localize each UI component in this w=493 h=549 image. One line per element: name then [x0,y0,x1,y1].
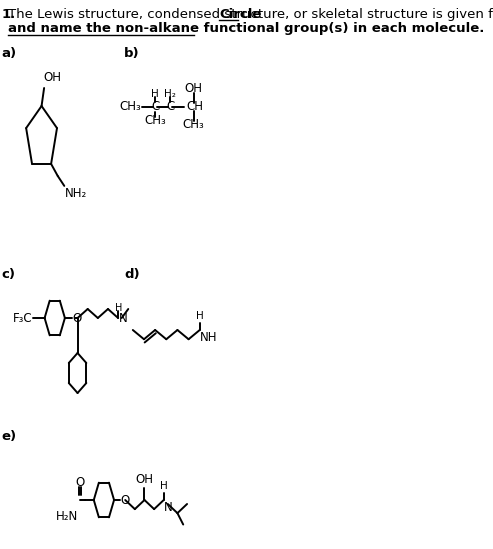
Text: Circle: Circle [219,8,261,21]
Text: d): d) [124,268,140,281]
Text: H₂: H₂ [164,89,176,99]
Text: H: H [151,89,159,99]
Text: F₃C: F₃C [13,311,33,324]
Text: OH: OH [43,71,61,84]
Text: c): c) [1,268,15,281]
Text: O: O [121,494,130,507]
Text: e): e) [1,430,17,443]
Text: CH₃: CH₃ [183,119,205,132]
Text: OH: OH [185,82,203,96]
Text: NH₂: NH₂ [65,187,88,200]
Text: C: C [166,100,175,114]
Text: b): b) [124,47,140,60]
Text: O: O [75,477,84,490]
Text: CH₃: CH₃ [119,100,141,114]
Text: and name the non-alkane functional group(s) in each molecule.: and name the non-alkane functional group… [8,22,485,35]
Text: 1.: 1. [1,8,16,21]
Text: a): a) [1,47,17,60]
Text: CH: CH [186,100,203,114]
Text: H: H [115,303,122,313]
Text: H: H [196,311,204,321]
Text: C: C [151,100,159,114]
Text: OH: OH [136,473,153,486]
Text: CH₃: CH₃ [144,114,166,126]
Text: NH: NH [200,331,218,344]
Text: O: O [72,311,82,324]
Text: H: H [160,481,168,491]
Text: H₂N: H₂N [56,509,78,523]
Text: N: N [164,501,173,514]
Text: The Lewis structure, condensed structure, or skeletal structure is given for eac: The Lewis structure, condensed structure… [8,8,493,21]
Text: N: N [119,312,127,326]
